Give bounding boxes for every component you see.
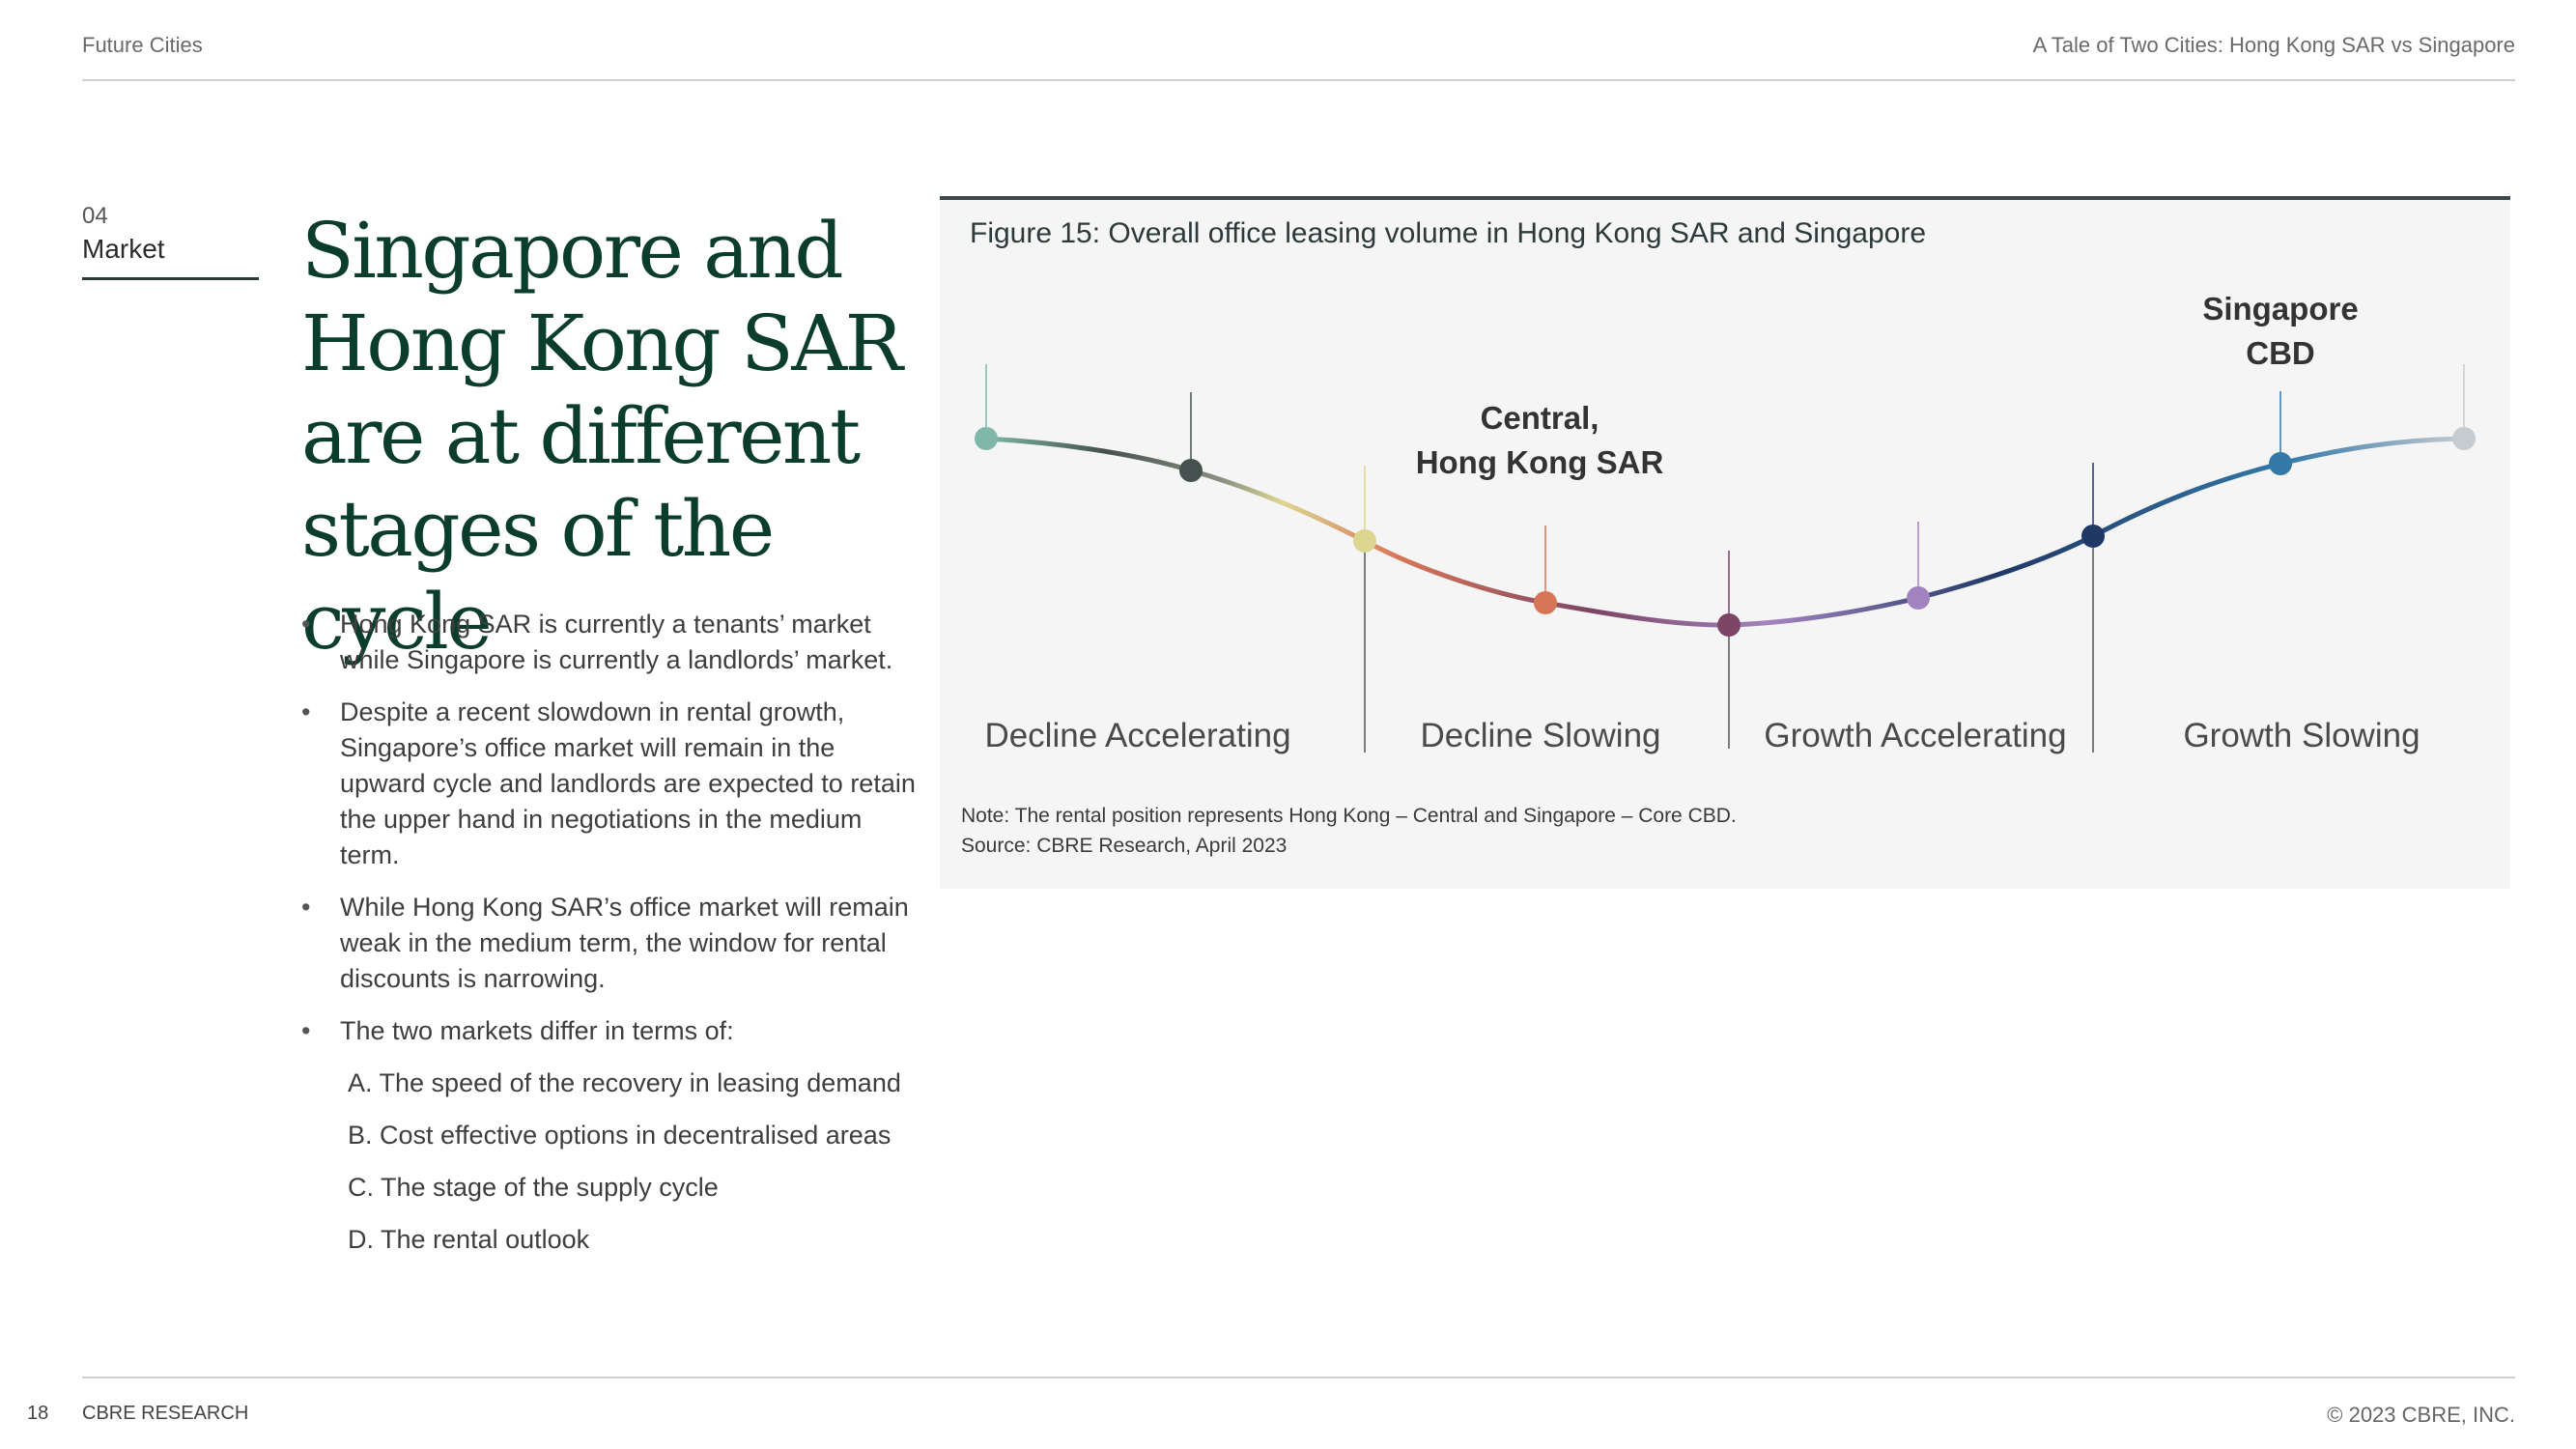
page-number: 18: [27, 1403, 49, 1424]
singapore-position-point: [2269, 452, 2292, 475]
bullet-list: Hong Kong SAR is currently a tenants’ ma…: [301, 607, 920, 1274]
cycle-curve: [983, 436, 2467, 628]
cycle-point: [975, 427, 998, 450]
footer-divider: [82, 1377, 2515, 1378]
phase-label-decline-accelerating: Decline Accelerating: [984, 717, 1290, 754]
cycle-point: [1534, 591, 1557, 614]
footer-copyright: © 2023 CBRE, INC.: [2327, 1403, 2515, 1427]
singapore-callout-line: CBD: [2246, 335, 2315, 371]
header-report-name: Future Cities: [82, 33, 203, 57]
figure-title: Figure 15: Overall office leasing volume…: [970, 217, 1927, 249]
bullet-item: Despite a recent slowdown in rental grow…: [301, 695, 920, 873]
figure-source: Source: CBRE Research, April 2023: [961, 835, 1288, 857]
section-underline: [82, 277, 259, 280]
figure-note: Note: The rental position represents Hon…: [961, 805, 1737, 827]
hong-kong-callout-line: Central,: [1481, 400, 1599, 436]
cycle-point: [1353, 529, 1376, 553]
hong-kong-position-point: [1717, 613, 1741, 637]
cycle-point: [2081, 525, 2105, 548]
bullet-item: Hong Kong SAR is currently a tenants’ ma…: [301, 607, 920, 678]
cycle-point: [2452, 427, 2476, 450]
sub-list-item: C. The stage of the supply cycle: [348, 1173, 719, 1202]
title-line: are at different: [301, 391, 861, 481]
bullet-item: The two markets differ in terms of:: [301, 1013, 920, 1049]
footer-publisher: CBRE RESEARCH: [82, 1403, 249, 1424]
header-divider: [82, 79, 2515, 81]
title-line: Hong Kong SAR: [301, 298, 903, 388]
cycle-point: [1179, 459, 1203, 482]
cycle-point: [1907, 586, 1930, 610]
phase-label-growth-accelerating: Growth Accelerating: [1764, 717, 2066, 754]
singapore-callout-line: Singapore: [2202, 291, 2358, 327]
section-number: 04: [82, 203, 108, 229]
phase-label-decline-slowing: Decline Slowing: [1420, 717, 1660, 754]
property-cycle-diagram: Central, Hong Kong SAR Singapore CBD Dec…: [975, 291, 2476, 754]
figure-panel: [940, 196, 2510, 889]
sub-list-item: A. The speed of the recovery in leasing …: [348, 1068, 901, 1097]
phase-label-growth-slowing: Growth Slowing: [2183, 717, 2420, 754]
page-title: Singapore and Hong Kong SAR are at diffe…: [301, 205, 920, 668]
section-name: Market: [82, 234, 165, 264]
hong-kong-callout-line: Hong Kong SAR: [1416, 444, 1664, 480]
sub-list-item: B. Cost effective options in decentralis…: [348, 1121, 892, 1150]
sub-list-item: D. The rental outlook: [348, 1225, 590, 1254]
bullet-item: While Hong Kong SAR’s office market will…: [301, 890, 920, 997]
header-report-title: A Tale of Two Cities: Hong Kong SAR vs S…: [2032, 33, 2515, 57]
title-line: Singapore and: [301, 206, 844, 296]
